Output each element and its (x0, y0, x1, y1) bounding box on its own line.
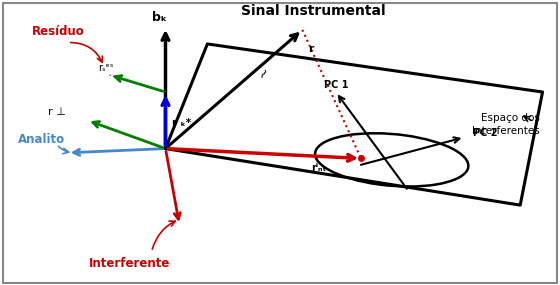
Text: rₛᵉˢ: rₛᵉˢ (99, 63, 114, 73)
Text: Resíduo: Resíduo (31, 25, 84, 38)
FancyBboxPatch shape (3, 3, 557, 283)
Text: rᴵₙₜ: rᴵₙₜ (311, 163, 326, 173)
Text: Analito: Analito (17, 133, 64, 146)
Text: bₖ: bₖ (152, 11, 166, 24)
Text: Interferente: Interferente (88, 257, 170, 270)
Text: PC 2: PC 2 (473, 128, 497, 138)
Text: Sinal Instrumental: Sinal Instrumental (241, 5, 386, 19)
Text: r: r (308, 44, 314, 54)
Text: r ₖ*: r ₖ* (172, 118, 192, 128)
Text: ~: ~ (255, 64, 273, 81)
Text: PC 1: PC 1 (324, 80, 348, 90)
Text: Espaço dos
Interferentes: Espaço dos Interferentes (472, 113, 540, 136)
Text: r ⊥: r ⊥ (48, 107, 66, 117)
